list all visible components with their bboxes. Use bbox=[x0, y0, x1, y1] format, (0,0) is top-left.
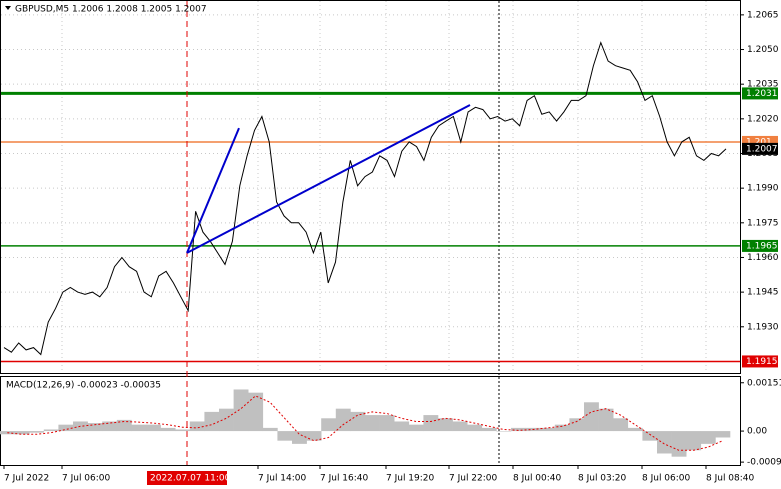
y-tick-label: 1.1945 bbox=[747, 288, 779, 298]
level-label: 1.1915 bbox=[746, 357, 778, 367]
level-label-bg bbox=[742, 355, 778, 368]
macd-bar bbox=[423, 415, 439, 432]
macd-bar bbox=[131, 424, 147, 432]
macd-bar bbox=[438, 418, 453, 432]
macd-bar bbox=[58, 424, 74, 432]
x-tick-label: 7 Jul 14:00 bbox=[258, 474, 307, 484]
y-tick-label: 0.00151 bbox=[747, 378, 781, 388]
macd-bar bbox=[496, 431, 512, 432]
y-tick-label: 1.1990 bbox=[747, 184, 779, 194]
macd-bar bbox=[584, 402, 599, 432]
y-tick-label: 1.2020 bbox=[747, 114, 779, 124]
chart-title: GBPUSD,M5 1.2006 1.2008 1.2005 1.2007 bbox=[15, 5, 207, 15]
macd-bar bbox=[700, 431, 716, 444]
level-label-bg bbox=[742, 87, 778, 100]
macd-bar bbox=[248, 392, 264, 432]
macd-bar bbox=[379, 415, 395, 432]
macd-bar bbox=[306, 431, 322, 441]
macd-bar bbox=[613, 418, 629, 432]
x-tick-label: 7 Jul 2022 bbox=[4, 474, 49, 484]
macd-bar bbox=[29, 431, 45, 433]
macd-bar bbox=[146, 424, 161, 432]
x-tick-label: 8 Jul 00:40 bbox=[513, 474, 562, 484]
x-tick-label: 8 Jul 03:20 bbox=[578, 474, 627, 484]
menu-arrow bbox=[5, 6, 11, 10]
macd-bar bbox=[598, 408, 614, 432]
marker-label-bg bbox=[147, 471, 227, 485]
macd-bar bbox=[657, 431, 672, 454]
x-tick-label: 7 Jul 19:20 bbox=[386, 474, 435, 484]
macd-label: MACD(12,26,9) -0.00023 -0.00035 bbox=[6, 381, 161, 391]
macd-bar bbox=[189, 421, 205, 432]
macd-bar bbox=[160, 427, 176, 432]
x-tick-label: 8 Jul 06:00 bbox=[642, 474, 691, 484]
macd-bar bbox=[204, 411, 220, 432]
macd-bar bbox=[262, 427, 278, 432]
macd-bar bbox=[350, 411, 366, 432]
macd-bar bbox=[452, 421, 468, 432]
marker-label: 2022.07.07 11:00 bbox=[150, 474, 231, 484]
macd-bar bbox=[394, 421, 410, 432]
x-tick-label: 7 Jul 22:00 bbox=[449, 474, 498, 484]
level-label: 1.201 bbox=[746, 137, 772, 147]
macd-bar bbox=[335, 408, 351, 432]
y-tick-label: 1.2050 bbox=[747, 45, 779, 55]
signal-line bbox=[7, 395, 723, 451]
macd-bar bbox=[554, 424, 570, 432]
y-tick-label: 1.1930 bbox=[747, 322, 779, 332]
last-price-label: 1.2007 bbox=[746, 144, 778, 154]
macd-bar bbox=[116, 419, 132, 432]
macd-bar bbox=[43, 429, 59, 432]
macd-bar bbox=[715, 431, 731, 438]
macd-bar bbox=[627, 427, 643, 432]
level-label: 1.1965 bbox=[746, 241, 778, 251]
macd-bar bbox=[642, 431, 658, 441]
macd-bar bbox=[569, 418, 585, 432]
x-tick-label: 7 Jul 16:40 bbox=[320, 474, 369, 484]
trendline bbox=[186, 127, 240, 254]
macd-bar bbox=[671, 431, 687, 457]
level-label: 1.2031 bbox=[746, 89, 778, 99]
macd-bar bbox=[686, 431, 702, 451]
last-price-bg bbox=[742, 142, 778, 155]
x-tick-label: 8 Jul 08:40 bbox=[706, 474, 755, 484]
macd-bar bbox=[175, 429, 191, 432]
y-tick-label: 1.1960 bbox=[747, 253, 779, 263]
y-tick-label: 1.2035 bbox=[747, 80, 779, 90]
macd-bar bbox=[219, 408, 234, 432]
macd-bar bbox=[467, 424, 483, 432]
macd-bar bbox=[73, 421, 88, 432]
macd-bar bbox=[408, 424, 424, 432]
x-tick-label: 7 Jul 06:00 bbox=[62, 474, 111, 484]
macd-bar bbox=[277, 431, 293, 441]
macd-bar bbox=[365, 415, 380, 432]
macd-bar bbox=[233, 389, 249, 432]
macd-bar bbox=[321, 418, 337, 432]
level-label-bg bbox=[742, 239, 778, 252]
main-panel bbox=[0, 0, 741, 374]
price-line bbox=[3, 41, 727, 356]
macd-bar bbox=[87, 423, 103, 432]
macd-bar bbox=[511, 427, 526, 432]
y-tick-label: 1.1975 bbox=[747, 218, 779, 228]
macd-bar bbox=[14, 431, 30, 435]
macd-bar bbox=[481, 427, 497, 432]
macd-bar bbox=[102, 421, 118, 432]
y-tick-label: 1.2065 bbox=[747, 10, 779, 20]
macd-bar bbox=[292, 431, 307, 444]
y-tick-label: 0.00 bbox=[747, 427, 767, 437]
macd-bar bbox=[540, 427, 556, 432]
trendline bbox=[186, 104, 471, 254]
